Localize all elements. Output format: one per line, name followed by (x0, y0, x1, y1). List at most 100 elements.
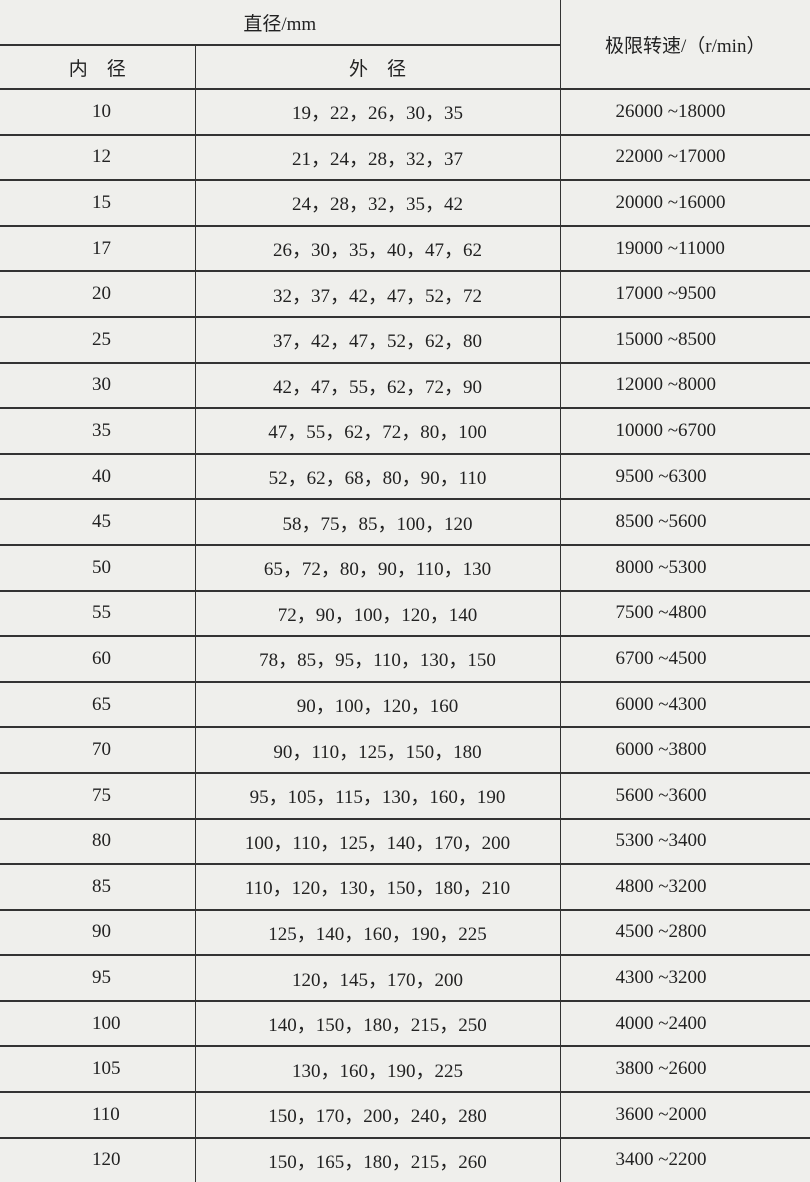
header-row: 直径/mm 极限转速/（r/min） (0, 0, 810, 57)
table-row: 85 110，120，130，150，180，210 4800 ~3200 (0, 863, 810, 910)
speed-limit: 6000 ~4300 (560, 680, 810, 728)
speed-limit: 20000 ~16000 (560, 179, 810, 226)
outer-diameters: 95，105，115，130，160，190 (195, 771, 561, 819)
outer-diameters: 78，85，95，110，130，150 (195, 635, 561, 682)
inner-diameter: 30 (0, 361, 196, 409)
inner-diameter: 85 (0, 863, 196, 910)
header-row: 内 径 外 径 (0, 44, 810, 89)
speed-limit: 7500 ~4800 (560, 589, 810, 637)
table-row: 65 90，100，120，160 6000 ~4300 (0, 680, 810, 728)
speed-limit: 19000 ~11000 (560, 224, 810, 272)
inner-diameter: 45 (0, 498, 196, 545)
outer-diameters: 26，30，35，40，47，62 (195, 224, 561, 272)
speed-limit: 3400 ~2200 (560, 1136, 810, 1182)
outer-diameters: 90，100，120，160 (195, 680, 561, 728)
table-row: 120 150，165，180，215，260 3400 ~2200 (0, 1136, 810, 1182)
speed-limit: 3600 ~2000 (560, 1091, 810, 1138)
table-row: 15 24，28，32，35，42 20000 ~16000 (0, 179, 810, 226)
outer-diameters: 32，37，42，47，52，72 (195, 270, 561, 317)
outer-diameters: 125，140，160，190，225 (195, 908, 561, 956)
speed-limit: 26000 ~18000 (560, 88, 810, 135)
outer-diameters: 100，110，125，140，170，200 (195, 817, 561, 865)
table-row: 12 21，24，28，32，37 22000 ~17000 (0, 133, 810, 181)
table-row: 100 140，150，180，215，250 4000 ~2400 (0, 999, 810, 1047)
outer-diameters: 90，110，125，150，180 (195, 726, 561, 773)
outer-diameters: 52，62，68，80，90，110 (195, 452, 561, 500)
inner-diameter: 105 (0, 1045, 196, 1093)
inner-diameter: 15 (0, 179, 196, 226)
outer-diameters: 37，42，47，52，62，80 (195, 315, 561, 363)
table-row: 60 78，85，95，110，130，150 6700 ~4500 (0, 635, 810, 682)
table-row: 10 19，22，26，30，35 26000 ~18000 (0, 88, 810, 135)
outer-diameters: 21，24，28，32，37 (195, 133, 561, 181)
speed-limit: 6700 ~4500 (560, 635, 810, 682)
outer-header: 外 径 (195, 44, 561, 89)
outer-diameters: 130，160，190，225 (195, 1045, 561, 1093)
inner-diameter: 35 (0, 407, 196, 454)
inner-diameter: 55 (0, 589, 196, 637)
inner-diameter: 70 (0, 726, 196, 773)
speed-header: 极限转速/（r/min） (605, 35, 766, 57)
speed-limit: 8000 ~5300 (560, 543, 810, 591)
table-row: 40 52，62，68，80，90，110 9500 ~6300 (0, 452, 810, 500)
table-row: 30 42，47，55，62，72，90 12000 ~8000 (0, 361, 810, 409)
inner-diameter: 120 (0, 1136, 196, 1182)
speed-limit: 12000 ~8000 (560, 361, 810, 409)
table-row: 20 32，37，42，47，52，72 17000 ~9500 (0, 270, 810, 317)
table-row: 75 95，105，115，130，160，190 5600 ~3600 (0, 771, 810, 819)
speed-limit: 6000 ~3800 (560, 726, 810, 773)
outer-diameters: 150，170，200，240，280 (195, 1091, 561, 1138)
speed-limit: 4800 ~3200 (560, 863, 810, 910)
inner-diameter: 12 (0, 133, 196, 181)
speed-limit: 22000 ~17000 (560, 133, 810, 181)
table-row: 80 100，110，125，140，170，200 5300 ~3400 (0, 817, 810, 865)
inner-diameter: 25 (0, 315, 196, 363)
speed-limit: 4300 ~3200 (560, 954, 810, 1001)
outer-diameters: 19，22，26，30，35 (195, 88, 561, 135)
outer-diameters: 150，165，180，215，260 (195, 1136, 561, 1182)
inner-diameter: 17 (0, 224, 196, 272)
inner-diameter: 95 (0, 954, 196, 1001)
table-row: 50 65，72，80，90，110，130 8000 ~5300 (0, 543, 810, 591)
outer-diameters: 47，55，62，72，80，100 (195, 407, 561, 454)
speed-limit: 4000 ~2400 (560, 999, 810, 1047)
speed-limit: 15000 ~8500 (560, 315, 810, 363)
speed-limit: 3800 ~2600 (560, 1045, 810, 1093)
outer-diameters: 72，90，100，120，140 (195, 589, 561, 637)
inner-diameter: 110 (0, 1091, 196, 1138)
table-row: 55 72，90，100，120，140 7500 ~4800 (0, 589, 810, 637)
inner-diameter: 65 (0, 680, 196, 728)
table-row: 17 26，30，35，40，47，62 19000 ~11000 (0, 224, 810, 272)
inner-diameter: 80 (0, 817, 196, 865)
table-row: 105 130，160，190，225 3800 ~2600 (0, 1045, 810, 1093)
table-row: 110 150，170，200，240，280 3600 ~2000 (0, 1091, 810, 1138)
table-row: 35 47，55，62，72，80，100 10000 ~6700 (0, 407, 810, 454)
outer-diameters: 110，120，130，150，180，210 (195, 863, 561, 910)
outer-diameters: 42，47，55，62，72，90 (195, 361, 561, 409)
outer-diameters: 65，72，80，90，110，130 (195, 543, 561, 591)
table-row: 70 90，110，125，150，180 6000 ~3800 (0, 726, 810, 773)
table-row: 25 37，42，47，52，62，80 15000 ~8500 (0, 315, 810, 363)
speed-limit: 5600 ~3600 (560, 771, 810, 819)
inner-diameter: 20 (0, 270, 196, 317)
inner-diameter: 50 (0, 543, 196, 591)
inner-diameter: 90 (0, 908, 196, 956)
speed-limit: 8500 ~5600 (560, 498, 810, 545)
outer-diameters: 140，150，180，215，250 (195, 999, 561, 1047)
speed-limit: 5300 ~3400 (560, 817, 810, 865)
table-row: 45 58，75，85，100，120 8500 ~5600 (0, 498, 810, 545)
outer-diameters: 24，28，32，35，42 (195, 179, 561, 226)
speed-limit: 4500 ~2800 (560, 908, 810, 956)
inner-diameter: 100 (0, 999, 196, 1047)
table-row: 90 125，140，160，190，225 4500 ~2800 (0, 908, 810, 956)
outer-diameters: 120，145，170，200 (195, 954, 561, 1001)
diameter-header: 直径/mm (0, 0, 561, 45)
inner-header: 内 径 (0, 44, 196, 89)
speed-limit: 9500 ~6300 (560, 452, 810, 500)
inner-diameter: 10 (0, 88, 196, 135)
inner-diameter: 60 (0, 635, 196, 682)
outer-diameters: 58，75，85，100，120 (195, 498, 561, 545)
table-row: 95 120，145，170，200 4300 ~3200 (0, 954, 810, 1001)
